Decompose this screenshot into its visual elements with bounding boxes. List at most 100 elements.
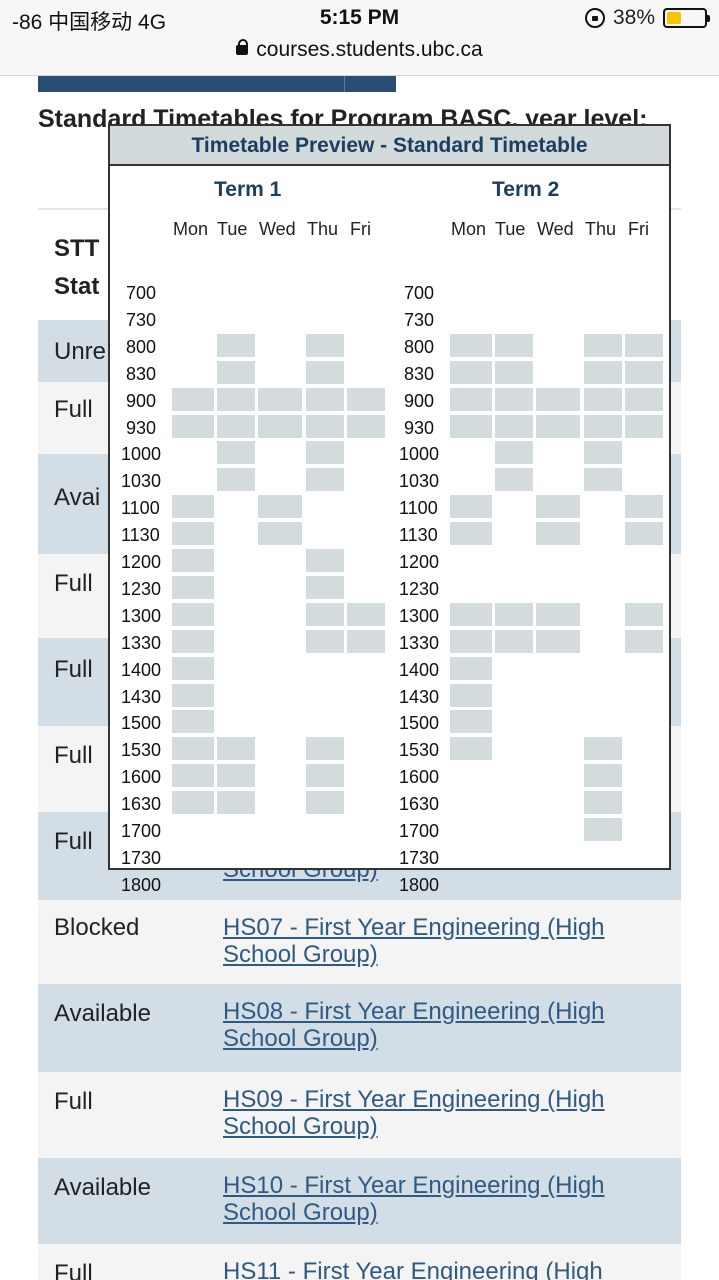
- time-label: 1730: [121, 847, 162, 868]
- battery-icon: [663, 8, 710, 28]
- scheduled-slot: [306, 791, 344, 815]
- status-cell: Full: [54, 742, 93, 769]
- scheduled-slot: [306, 387, 344, 411]
- scheduled-slot: [584, 791, 622, 815]
- time-label: 800: [126, 336, 157, 357]
- scheduled-slot: [625, 333, 663, 357]
- table-row: Available HS10 - First Year Engineering (…: [38, 1158, 681, 1244]
- status-cell: Avai: [54, 484, 101, 511]
- status-indicators: 38%: [584, 6, 710, 30]
- scheduled-slot: [536, 495, 580, 519]
- day-label: Thu: [585, 219, 617, 239]
- day-label: Mon: [173, 219, 209, 239]
- time-label: 1400: [399, 659, 440, 680]
- scheduled-slot: [450, 737, 492, 761]
- scheduled-slot: [306, 360, 344, 384]
- scheduled-slot: [217, 414, 255, 438]
- status-cell: Unre: [54, 338, 107, 365]
- scheduled-slot: [306, 575, 344, 599]
- table-row: Blocked HS07 - First Year Engineering (Hi…: [38, 900, 681, 984]
- course-link[interactable]: HS10 - First Year Engineering (High Scho…: [223, 1172, 605, 1226]
- scheduled-slot: [172, 710, 214, 734]
- scheduled-slot: [172, 495, 214, 519]
- term-title: Term 1: [214, 178, 282, 201]
- scheduled-slot: [495, 468, 533, 492]
- scheduled-slot: [258, 522, 302, 546]
- modal-title: Timetable Preview - Standard Timetable: [110, 126, 669, 166]
- course-link[interactable]: HS07 - First Year Engineering (High Scho…: [223, 914, 605, 968]
- time-label: 1100: [121, 498, 160, 519]
- time-label: 1030: [121, 471, 162, 492]
- scheduled-slot: [584, 737, 622, 761]
- timetable-preview-modal: Timetable Preview - Standard Timetable T…: [108, 124, 671, 895]
- time-label: 1600: [121, 767, 162, 788]
- status-column-header: STT Stat: [54, 230, 99, 306]
- day-label: Thu: [307, 219, 339, 239]
- scheduled-slot: [172, 549, 214, 572]
- scheduled-slot: [536, 602, 580, 626]
- scheduled-slot: [172, 522, 214, 546]
- scheduled-slot: [347, 414, 385, 438]
- scheduled-slot: [217, 387, 255, 411]
- scheduled-slot: [536, 414, 580, 438]
- scheduled-slot: [536, 629, 580, 653]
- scheduled-slot: [450, 522, 492, 546]
- time-label: 930: [126, 417, 157, 438]
- address-bar[interactable]: courses.students.ubc.ca: [0, 38, 719, 62]
- time-label: 730: [404, 309, 435, 330]
- scheduled-slot: [584, 360, 622, 384]
- time-label: 1500: [399, 713, 440, 734]
- scheduled-slot: [172, 683, 214, 707]
- scheduled-slot: [306, 414, 344, 438]
- time-label: 1800: [121, 874, 162, 895]
- time-label: 800: [404, 336, 435, 357]
- time-label: 930: [404, 417, 435, 438]
- scheduled-slot: [450, 387, 492, 411]
- scheduled-slot: [625, 629, 663, 653]
- scheduled-slot: [217, 791, 255, 815]
- scheduled-slot: [172, 414, 214, 438]
- scheduled-slot: [625, 414, 663, 438]
- status-cell: Full: [54, 1088, 93, 1115]
- battery-fill: [667, 12, 681, 24]
- scheduled-slot: [495, 602, 533, 626]
- time-label: 1330: [399, 632, 440, 653]
- scheduled-slot: [258, 387, 302, 411]
- scheduled-slot: [450, 333, 492, 357]
- time-label: 1800: [399, 874, 440, 895]
- scheduled-slot: [625, 602, 663, 626]
- course-link[interactable]: HS09 - First Year Engineering (High Scho…: [223, 1086, 605, 1140]
- time-label: 1430: [399, 686, 440, 707]
- table-row: Available HS08 - First Year Engineering (…: [38, 984, 681, 1072]
- scheduled-slot: [172, 387, 214, 411]
- time-label: 1530: [121, 740, 162, 761]
- scheduled-slot: [495, 333, 533, 357]
- time-label: 1030: [399, 471, 440, 492]
- day-label: Tue: [495, 219, 526, 239]
- scheduled-slot: [584, 333, 622, 357]
- scheduled-slot: [584, 468, 622, 492]
- scheduled-slot: [450, 602, 492, 626]
- day-label: Fri: [628, 219, 649, 239]
- time-label: 1600: [399, 767, 440, 788]
- table-row: Full HS09 - First Year Engineering (High …: [38, 1072, 681, 1158]
- scheduled-slot: [306, 629, 344, 653]
- day-label: Fri: [350, 219, 371, 239]
- scheduled-slot: [306, 764, 344, 788]
- scheduled-slot: [258, 414, 302, 438]
- scheduled-slot: [172, 629, 214, 653]
- header-line-2: Stat: [54, 273, 100, 300]
- scheduled-slot: [584, 441, 622, 465]
- browser-chrome: -86 中国移动 4G 5:15 PM 38% courses.students…: [0, 0, 719, 76]
- scheduled-slot: [584, 387, 622, 411]
- day-label: Tue: [217, 219, 248, 239]
- course-link[interactable]: HS08 - First Year Engineering (High Scho…: [223, 998, 605, 1052]
- scheduled-slot: [172, 575, 214, 599]
- scheduled-slot: [306, 441, 344, 465]
- scheduled-slot: [584, 414, 622, 438]
- table-row: Full HS11 - First Year Engineering (High: [38, 1244, 681, 1280]
- time-label: 1230: [121, 578, 162, 599]
- scheduled-slot: [625, 495, 663, 519]
- time-label: 700: [404, 283, 435, 303]
- course-link[interactable]: HS11 - First Year Engineering (High: [223, 1258, 603, 1280]
